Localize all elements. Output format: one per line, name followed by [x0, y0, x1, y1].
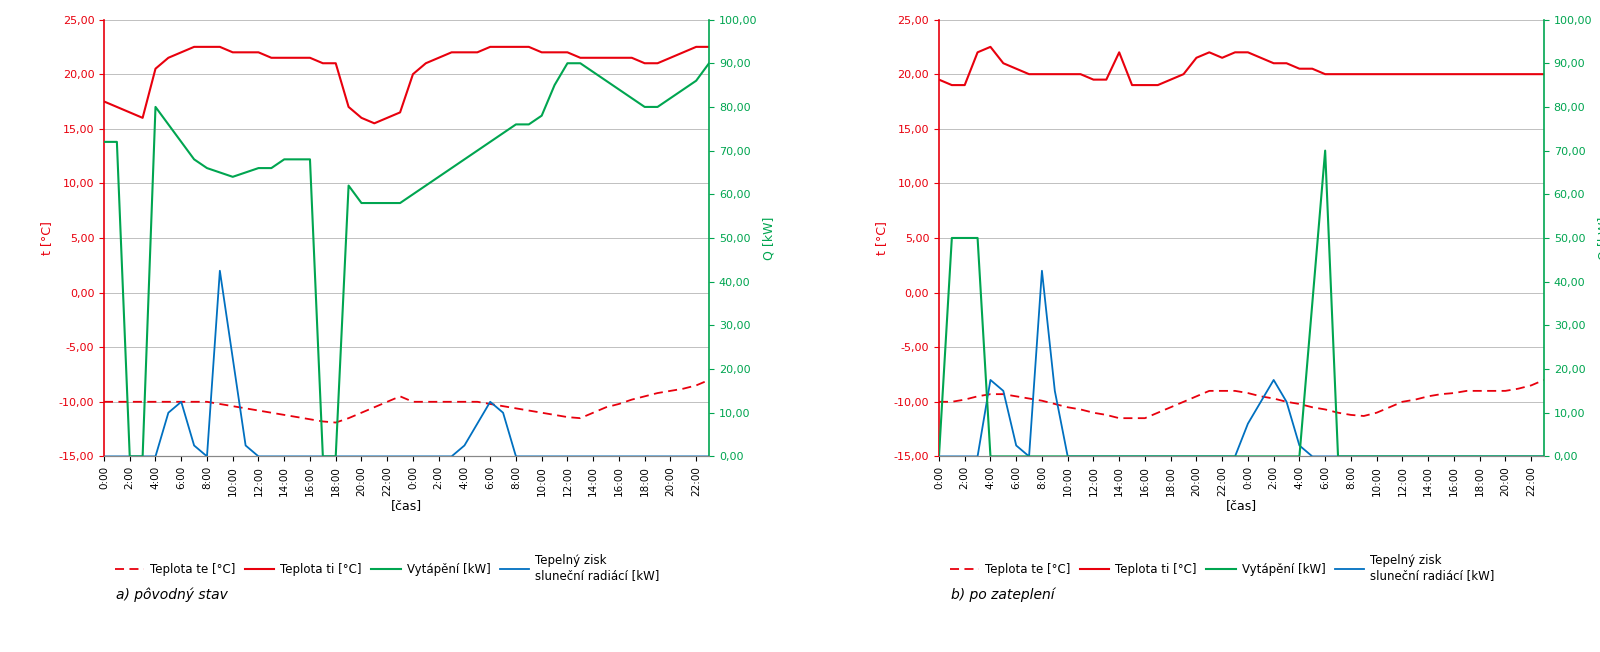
Legend: Teplota te [°C], Teplota ti [°C], Vytápění [kW], Tepelný zisk
sluneční radiácí [: Teplota te [°C], Teplota ti [°C], Vytápě…: [110, 550, 664, 587]
X-axis label: [čas]: [čas]: [390, 499, 422, 512]
Text: b) po zateplení: b) po zateplení: [950, 587, 1054, 602]
Y-axis label: t [°C]: t [°C]: [875, 221, 888, 255]
Y-axis label: Q [kW]: Q [kW]: [1598, 216, 1600, 259]
Y-axis label: t [°C]: t [°C]: [40, 221, 53, 255]
Text: a) pôvodný stav: a) pôvodný stav: [117, 587, 227, 602]
Y-axis label: Q [kW]: Q [kW]: [763, 216, 776, 259]
Legend: Teplota te [°C], Teplota ti [°C], Vytápění [kW], Tepelný zisk
sluneční radiácí [: Teplota te [°C], Teplota ti [°C], Vytápě…: [946, 550, 1499, 587]
X-axis label: [čas]: [čas]: [1226, 499, 1258, 512]
